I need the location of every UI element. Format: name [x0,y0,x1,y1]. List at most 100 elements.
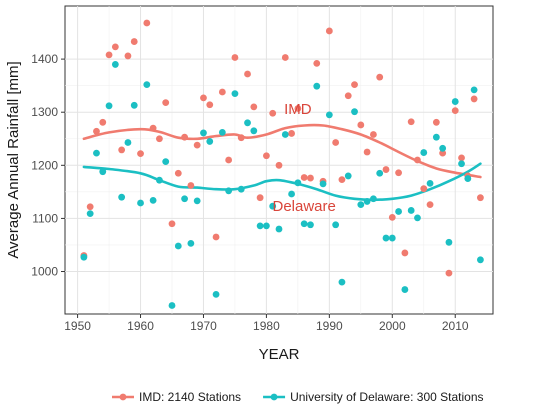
imd-point [162,99,170,107]
delaware-point [206,138,214,145]
x-tick-label: 2010 [442,319,469,333]
delaware-point [281,131,289,138]
x-tick-label: 1960 [127,319,154,333]
delaware-point [111,61,119,68]
imd-point [294,105,302,112]
delaware-point [451,98,459,105]
y-tick-label: 1000 [31,265,58,279]
imd-point [86,203,94,211]
imd-point [395,169,402,177]
legend: IMD: 2140 Stations University of Delaware… [112,390,484,404]
delaware-point [237,185,245,193]
delaware-point [275,225,283,233]
delaware-point [168,302,176,309]
delaware-point [124,139,132,146]
delaware-point [382,234,390,242]
delaware-point [156,176,163,184]
imd-point [250,103,258,111]
delaware-point [288,190,295,198]
delaware-point [338,278,346,286]
delaware-point [149,196,157,204]
imd-point [357,121,365,129]
imd-point [237,134,245,142]
delaware-trend-line [82,162,482,202]
imd-point [168,220,176,228]
imd-point [200,94,207,102]
delaware-point [432,133,440,141]
delaware-point [458,160,465,168]
y-axis-ticks: 1000 1100 1200 1300 1400 [31,52,65,279]
imd-point [388,213,396,221]
delaware-point [401,286,409,293]
imd-point [137,150,144,158]
imd-point [445,269,453,277]
imd-point [332,139,340,146]
delaware-point [256,222,264,230]
x-tick-label: 1970 [190,319,217,333]
imd-point [407,118,415,126]
imd-point [225,156,233,164]
delaware-point [263,222,270,230]
imd-point [300,174,308,181]
delaware-point [420,149,428,156]
x-tick-label: 1990 [316,319,343,333]
delaware-point [357,201,365,209]
delaware-point [294,179,302,187]
delaware-point [470,86,478,94]
delaware-point [105,102,113,110]
imd-point [432,118,440,126]
delaware-point [137,199,144,207]
delaware-point [200,129,207,137]
imd-point [218,88,226,96]
delaware-point [363,198,371,205]
legend-item-imd: IMD: 2140 Stations [112,390,241,404]
delaware-point [218,128,226,136]
imd-point [426,201,434,209]
delaware-point [143,81,151,88]
delaware-point [332,221,340,229]
imd-trend-line [82,123,482,179]
delaware-point [86,210,94,218]
trend-lines [82,123,482,202]
imd-point [307,174,314,182]
data-points [80,19,484,309]
imd-point [212,233,220,241]
legend-label: University of Delaware: 300 Stations [290,390,483,404]
y-tick-label: 1200 [31,158,58,172]
legend-key-point [119,393,127,401]
delaware-point [325,111,333,119]
plot-panel [64,5,494,315]
delaware-annotation: Delaware [272,198,335,215]
delaware-point [439,144,447,152]
delaware-point [269,202,277,210]
imd-point [93,127,100,135]
imd-point [206,101,214,109]
imd-point [470,95,478,103]
imd-point [414,156,421,164]
imd-point [275,161,283,169]
imd-point [181,133,188,141]
imd-annotation: IMD [284,101,312,118]
delaware-point [407,207,415,214]
imd-point [143,19,151,27]
imd-point [338,176,346,184]
delaware-point [300,220,308,228]
imd-point [451,107,459,115]
delaware-point [395,208,402,215]
delaware-point [414,214,421,222]
imd-point [149,124,157,132]
grid [65,6,493,314]
delaware-point [388,234,396,242]
delaware-point [250,127,258,135]
delaware-point [445,238,453,246]
imd-point [420,185,428,193]
delaware-point [244,119,251,127]
delaware-point [376,169,384,177]
imd-point [363,148,371,156]
delaware-point [93,149,100,157]
imd-point [477,194,484,202]
imd-point [376,73,384,81]
imd-point [344,92,352,100]
imd-point [105,51,113,59]
